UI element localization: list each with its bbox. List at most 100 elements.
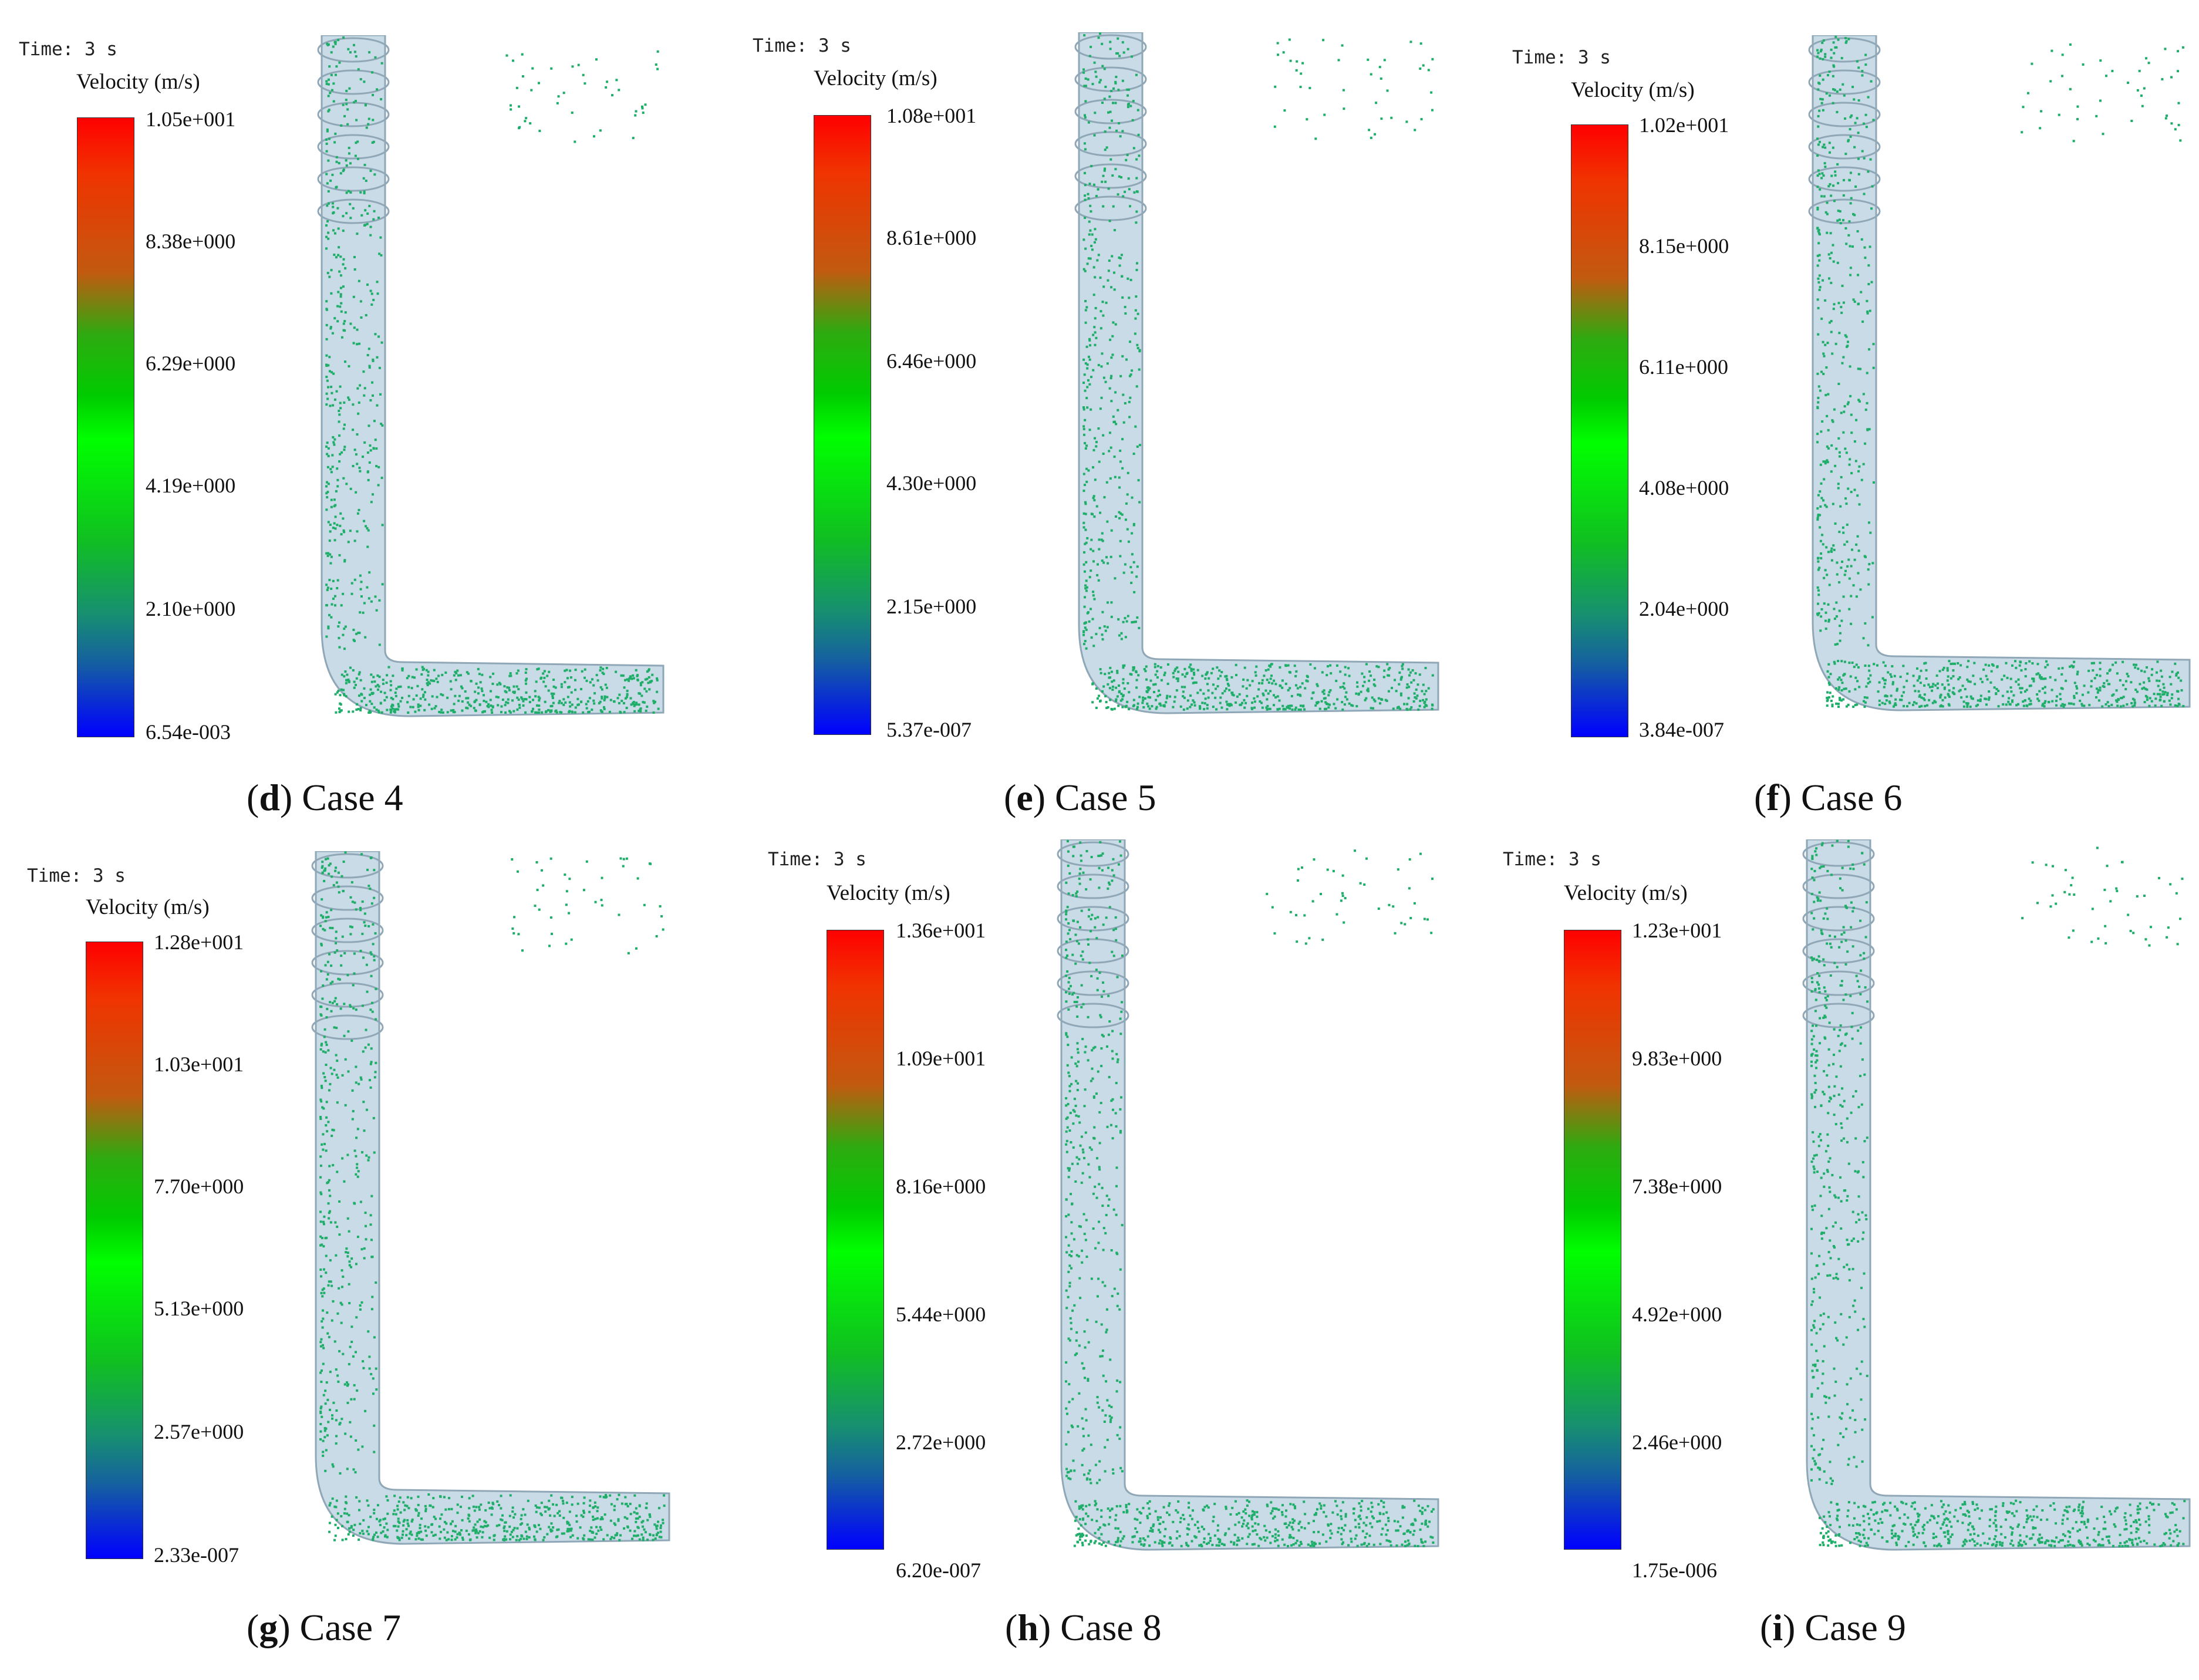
particle [1952, 692, 1955, 695]
particle [339, 286, 342, 289]
particle [363, 697, 366, 700]
particle [1891, 683, 1894, 686]
particle [1133, 1535, 1136, 1538]
particle [587, 711, 590, 714]
particle [490, 709, 493, 711]
particle [2138, 69, 2141, 72]
particle [1219, 1539, 1222, 1541]
particle [1201, 674, 1204, 677]
particle [629, 677, 632, 680]
particle [1084, 542, 1087, 545]
particle [585, 707, 588, 710]
particle [1341, 685, 1344, 688]
particle [329, 327, 332, 330]
particle [1109, 666, 1112, 669]
particle [1084, 1346, 1087, 1349]
particle [323, 879, 326, 882]
particle [1075, 1339, 1078, 1342]
particle [1111, 879, 1114, 882]
particle [1195, 681, 1198, 684]
particle [2021, 131, 2023, 134]
particle [326, 130, 329, 133]
particle [1073, 1469, 1076, 1472]
particle [353, 686, 356, 689]
particle [426, 682, 429, 685]
particle [1911, 703, 1914, 706]
particle [443, 1528, 446, 1531]
particle [1113, 288, 1116, 291]
particle [1842, 526, 1844, 529]
particle [1262, 694, 1265, 697]
particle [349, 1005, 352, 1008]
particle [1358, 1502, 1361, 1505]
particle [1120, 637, 1123, 640]
particle [320, 1405, 323, 1408]
particle [1816, 174, 1819, 177]
particle [326, 973, 329, 976]
particle [1115, 515, 1118, 518]
particle [1823, 195, 1826, 198]
particle [538, 697, 541, 700]
particle [1343, 921, 1345, 924]
particle [361, 1151, 364, 1153]
particle [1158, 1542, 1161, 1545]
particle [1079, 1225, 1082, 1228]
particle [1849, 116, 1852, 119]
particle [649, 680, 652, 683]
particle [636, 679, 639, 682]
particle [1122, 666, 1125, 669]
particle [1399, 678, 1402, 681]
particle [342, 168, 345, 171]
particle [569, 669, 572, 672]
particle [574, 669, 577, 672]
particle [1982, 668, 1985, 671]
particle [2145, 57, 2148, 60]
particle [1287, 689, 1290, 691]
particle [1107, 1033, 1110, 1036]
particle [1180, 1544, 1183, 1547]
particle [365, 126, 368, 129]
particle [1377, 1503, 1380, 1506]
particle [1077, 1082, 1080, 1085]
particle [2163, 700, 2166, 703]
particle [1259, 1537, 1262, 1540]
particle [1126, 493, 1129, 496]
particle [1954, 662, 1957, 665]
particle [1107, 994, 1110, 997]
particle [1084, 1239, 1087, 1242]
particle [415, 668, 418, 671]
particle [363, 1257, 366, 1260]
particle [1138, 696, 1141, 699]
particle [562, 698, 565, 701]
particle [1424, 667, 1427, 670]
particle [1422, 699, 1425, 701]
particle [601, 697, 603, 700]
particle [1883, 679, 1886, 682]
particle [1266, 708, 1269, 711]
particle [1112, 679, 1115, 682]
particle [1918, 677, 1921, 680]
particle [338, 246, 340, 249]
particle [1084, 116, 1087, 119]
particle [1078, 872, 1081, 875]
particle [1268, 1530, 1271, 1533]
particle [1824, 55, 1827, 58]
particle [1067, 892, 1070, 895]
particle [330, 588, 333, 591]
particle [343, 1383, 346, 1386]
particle [1101, 1186, 1104, 1189]
particle [2076, 673, 2079, 676]
particle [372, 447, 375, 450]
particle [1371, 1506, 1374, 1509]
particle [1401, 663, 1404, 666]
particle [584, 676, 586, 679]
particle [603, 699, 606, 701]
particle [370, 680, 373, 683]
particle [1990, 670, 1993, 673]
particle [1923, 662, 1926, 665]
particle [1840, 699, 1843, 702]
particle [1816, 518, 1819, 521]
particle [548, 1499, 551, 1502]
particle [505, 701, 508, 704]
particle [368, 366, 371, 369]
